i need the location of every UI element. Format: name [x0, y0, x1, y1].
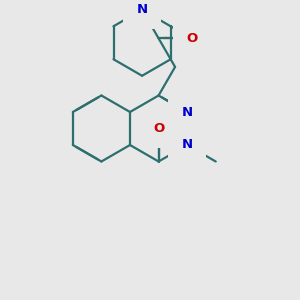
Text: N: N — [182, 106, 193, 118]
Text: O: O — [153, 122, 164, 135]
Text: O: O — [186, 32, 197, 45]
Text: N: N — [136, 3, 148, 16]
Text: N: N — [182, 139, 193, 152]
